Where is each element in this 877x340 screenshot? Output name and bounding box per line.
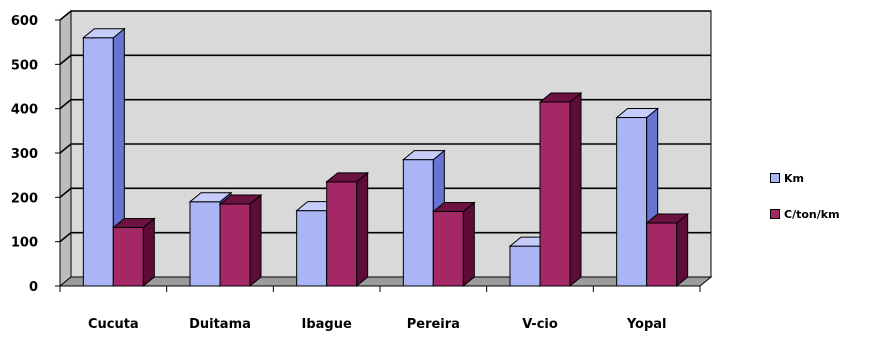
- bar-top-km-pereira: [401, 150, 446, 161]
- y-tick-label: 300: [11, 147, 38, 162]
- x-tick-label: Yopal: [626, 317, 667, 332]
- gridline: [59, 98, 711, 110]
- x-tick-label: V-cio: [522, 317, 558, 332]
- bar-top-cost-pereira: [431, 202, 476, 213]
- bar-top-cost-cucuta: [111, 217, 156, 228]
- bar-top-cost-ibague: [325, 172, 370, 183]
- gridline: [59, 231, 711, 243]
- y-tick-label: 500: [11, 58, 38, 73]
- legend-item-cost: C/ton/km: [770, 206, 874, 222]
- bar-cost-duitama: [219, 203, 251, 287]
- legend-item-km: Km: [770, 170, 874, 186]
- bar-top-cost-v-cio: [538, 92, 583, 103]
- bar-km-v-cio: [509, 245, 541, 287]
- floor: [58, 276, 713, 287]
- bar-side-cost-yopal: [676, 212, 689, 288]
- bar-side-cost-v-cio: [569, 91, 582, 288]
- legend-label-km: Km: [784, 171, 804, 185]
- bar-cost-pereira: [432, 211, 464, 287]
- bar-top-cost-duitama: [218, 194, 263, 205]
- gridline: [59, 54, 711, 65]
- x-tick-label: Cucuta: [88, 317, 139, 332]
- y-tick-label: 600: [11, 14, 38, 29]
- x-tick-label: Ibague: [302, 317, 352, 332]
- y-tick-label: 100: [11, 236, 38, 251]
- x-tick-label: Pereira: [407, 317, 460, 332]
- legend-swatch-km: [770, 173, 780, 183]
- gridline: [59, 10, 711, 21]
- bar-top-cost-yopal: [645, 213, 690, 224]
- gridline: [59, 187, 711, 198]
- bar-cost-v-cio: [539, 101, 571, 287]
- bar-km-duitama: [189, 201, 221, 287]
- x-tick-label: Duitama: [189, 317, 251, 332]
- bar-cost-cucuta: [112, 226, 144, 287]
- legend: Km C/ton/km: [770, 170, 874, 242]
- bar-cost-ibague: [326, 181, 358, 287]
- bar-km-yopal: [616, 117, 648, 287]
- bar-top-km-cucuta: [81, 28, 126, 39]
- y-tick-label: 200: [11, 191, 38, 206]
- bar-side-cost-pereira: [462, 201, 475, 288]
- gridline: [59, 143, 711, 154]
- bar-km-pereira: [402, 159, 434, 287]
- bar-side-cost-cucuta: [142, 217, 155, 288]
- legend-swatch-cost: [770, 209, 780, 219]
- bar-side-cost-duitama: [249, 193, 262, 288]
- bar-top-km-yopal: [615, 108, 660, 119]
- bar-km-cucuta: [82, 37, 114, 287]
- legend-label-cost: C/ton/km: [784, 207, 840, 221]
- bar-km-ibague: [296, 210, 328, 287]
- y-tick-label: 0: [29, 280, 38, 295]
- bar-top-km-duitama: [188, 192, 233, 203]
- y-tick-label: 400: [11, 103, 38, 118]
- bar-cost-yopal: [646, 222, 678, 287]
- bar-side-cost-ibague: [356, 171, 369, 288]
